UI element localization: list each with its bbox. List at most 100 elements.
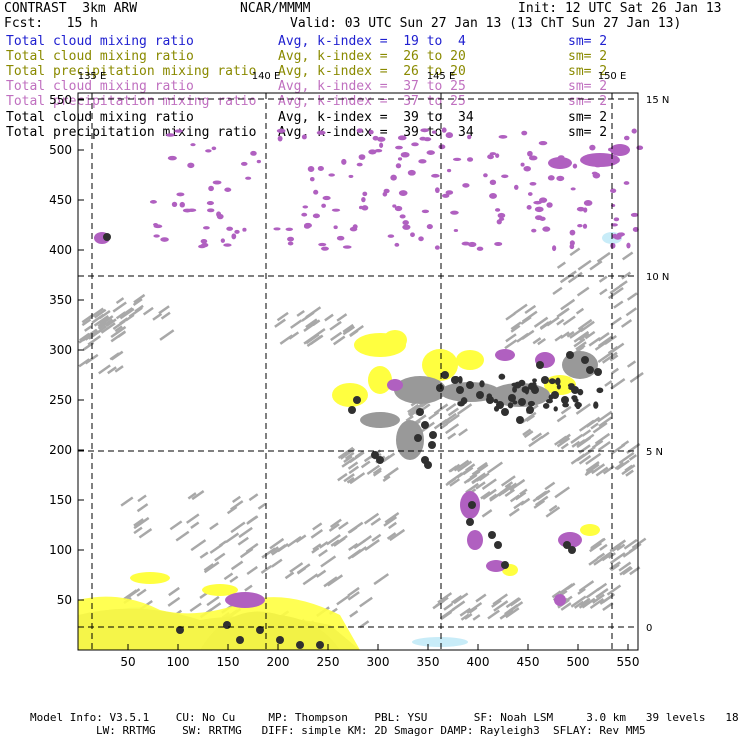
gray-cloud-streak [109,352,120,361]
purple-cloud-speck [498,135,508,139]
gray-cloud-streak [206,595,220,607]
y-tick-label: 50 [57,593,72,607]
convective-cell [428,441,436,449]
x-tick-label: 50 [120,655,135,669]
convective-cell [176,626,184,634]
gray-cloud-streak [447,407,459,417]
x-tick-label: 100 [167,655,190,669]
gray-cloud-streak [185,513,200,524]
footer-line1: Model Info: V3.5.1 CU: No Cu MP: Thompso… [30,711,740,724]
purple-cloud-speck [483,173,488,178]
convective-cell [316,641,324,649]
convective-cell [512,400,518,405]
gray-cloud-streak [100,322,116,334]
gray-cloud-streak [602,602,614,612]
purple-cloud-speck [207,208,215,213]
purple-cloud-speck [434,245,440,250]
purple-cloud-speck [526,205,532,210]
purple-cloud-speck [487,154,494,160]
gray-cloud-streak [389,528,406,542]
gray-cloud-streak [160,311,171,320]
purple-cloud-speck [341,158,347,165]
convective-cell [236,636,244,644]
purple-cloud-speck [446,168,452,173]
convective-cell [494,541,502,549]
gray-cloud-streak [383,467,399,479]
purple-cloud-speck [395,163,402,169]
gray-cloud-streak [169,520,183,531]
convective-cell [532,378,537,383]
purple-cloud-speck [240,161,248,166]
yellow-cloud [202,584,238,596]
gray-cloud-streak [466,473,478,483]
gray-cloud-streak [508,601,524,613]
purple-cloud-speck [441,193,450,198]
purple-cloud-speck [312,213,320,219]
gray-cloud-streak [487,609,500,620]
gray-cloud-streak [284,571,295,580]
gray-cloud-streak [558,307,570,317]
gray-cloud-streak [445,477,457,487]
convective-cell [429,431,437,439]
legend-sm-2: sm= 2 [568,64,608,79]
purple-cloud-speck [160,237,169,242]
purple-cloud-speck [303,222,312,228]
gray-cloud-streak [560,442,569,450]
y-tick-label: 350 [49,293,72,307]
gray-cloud-streak [98,364,111,375]
gray-cloud-streak [238,526,253,539]
gray-cloud-streak [619,280,628,288]
gray-cloud-streak [566,330,575,338]
gray-cloud-streak [158,305,170,315]
purple-cloud-speck [352,224,358,230]
gray-cloud-streak [447,432,457,440]
gray-cloud-streak [472,614,481,621]
gray-cloud-streak [443,602,454,611]
gray-cloud-streak [581,429,592,437]
gray-cloud-streak [82,341,95,351]
purple-cloud-speck [331,208,341,212]
purple-cloud-speck [636,145,644,151]
gray-cloud-streak [330,331,343,342]
gray-cloud-streak [597,440,611,452]
gray-cloud-streak [480,491,491,500]
gray-cloud-streak [269,537,285,550]
purple-cloud-speck [632,227,639,232]
gray-cloud-streak [585,461,600,472]
gray-cloud-streak [301,311,315,322]
purple-cloud-speck [216,211,222,218]
gray-cloud-streak [229,575,239,583]
gray-cloud-streak [326,533,341,546]
gray-cloud-streak [239,547,254,559]
gray-cloud-streak [384,511,400,524]
purple-cloud-speck [348,174,354,178]
convective-cell [568,546,576,554]
purple-cloud-speck [527,150,533,157]
gray-cloud-streak [505,333,517,343]
gray-cloud-streak [343,473,355,483]
gray-cloud-streak [577,259,592,271]
gray-cloud-streak [504,488,515,498]
purple-cloud-speck [203,226,210,230]
convective-cell [561,396,569,404]
purple-cloud-speck [529,182,537,186]
purple-cloud-speck [328,173,335,177]
gray-cloud-streak [537,337,547,346]
yellow-cloud [332,383,368,407]
gray-cloud-streak [576,344,586,352]
gray-cloud-streak [597,336,613,348]
purple-cloud-speck [301,134,307,140]
purple-cloud-speck [394,205,403,212]
gray-cloud-streak [445,413,460,426]
gray-cloud-streak [191,490,205,501]
gray-cloud-streak [489,491,503,502]
purple-cloud-speck [276,128,286,133]
gray-cloud-streak [310,528,324,539]
gray-cloud-streak [475,474,485,482]
yellow-cloud [383,330,407,350]
gray-cloud-streak [588,557,599,566]
gray-cloud-streak [336,313,348,322]
convective-cell [596,387,604,394]
purple-cloud-speck [383,188,390,194]
purple-cloud-speck [320,246,329,251]
